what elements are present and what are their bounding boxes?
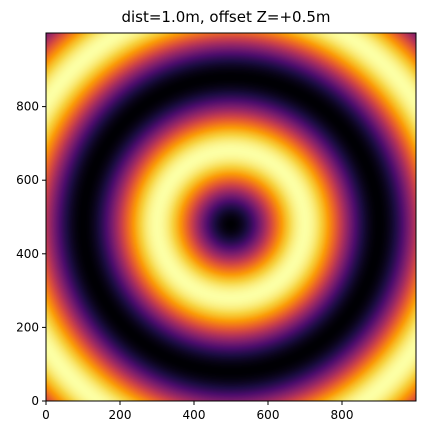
x-tick-label: 800 — [331, 408, 354, 422]
x-tick-label: 0 — [42, 408, 50, 422]
heatmap-image — [46, 33, 416, 401]
y-tick-label: 600 — [16, 173, 39, 187]
plot-area — [45, 32, 417, 402]
y-axis: 0 200 400 600 800 — [16, 100, 46, 408]
y-tick-label: 800 — [16, 100, 39, 114]
plot-frame — [45, 32, 417, 402]
x-tick-label: 400 — [183, 408, 206, 422]
chart-title: dist=1.0m, offset Z=+0.5m — [121, 8, 330, 26]
y-tick-label: 200 — [16, 320, 39, 334]
y-tick-label: 0 — [31, 394, 39, 408]
x-tick-label: 200 — [109, 408, 132, 422]
x-axis: 0 200 400 600 800 — [42, 401, 353, 422]
x-tick-label: 600 — [257, 408, 280, 422]
y-tick-label: 400 — [16, 247, 39, 261]
